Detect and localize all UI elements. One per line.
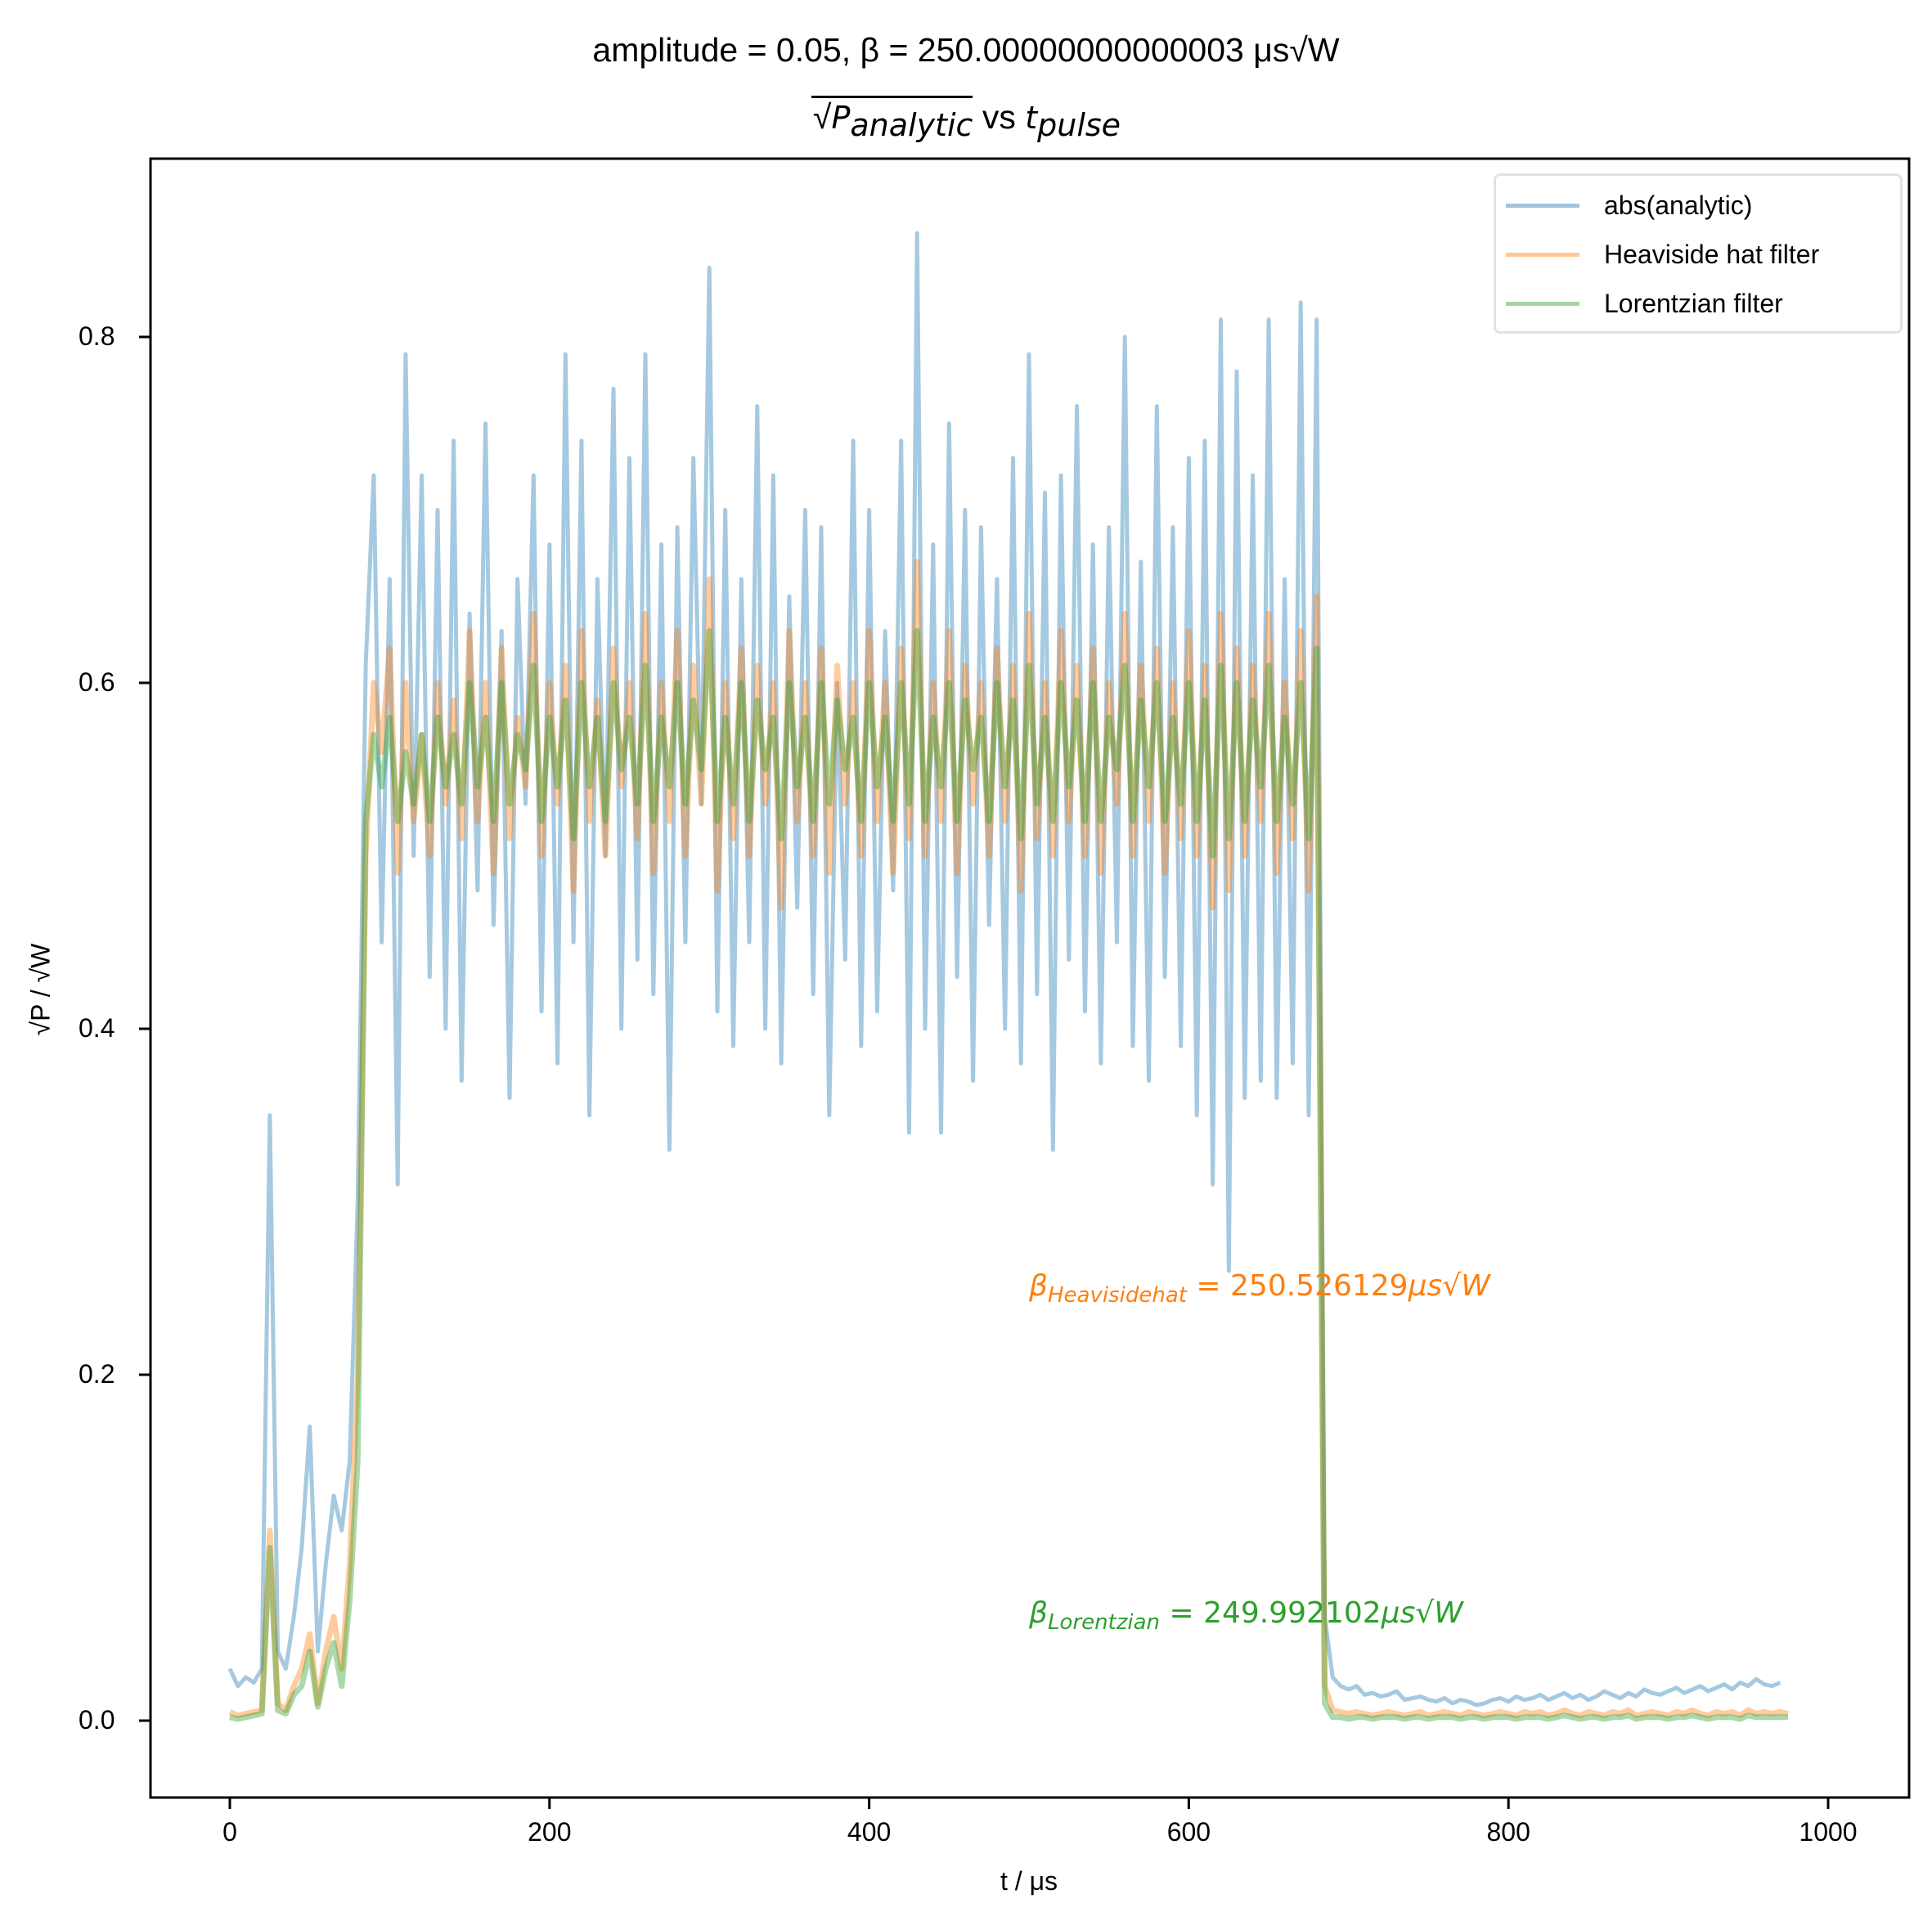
y-tick-label: 0.8 <box>79 321 115 351</box>
y-axis-label: √P / √W <box>25 943 56 1036</box>
sqrt-symbol: √Panalytic <box>811 96 973 143</box>
x-tick-label: 800 <box>1486 1817 1530 1847</box>
chart-title: amplitude = 0.05, β = 250.00000000000003… <box>592 31 1340 69</box>
legend-item-heaviside: Heaviside hat filter <box>1506 231 1819 277</box>
plot-lines <box>227 231 1789 1722</box>
legend-swatch-orange <box>1506 252 1579 257</box>
y-tick-label: 0.0 <box>79 1705 115 1735</box>
chart-subtitle: √Panalytic vs tpulse <box>0 96 1932 143</box>
x-tick-label: 400 <box>847 1817 892 1847</box>
x-axis-label: t / μs <box>1000 1866 1058 1896</box>
annotation-heaviside: βHeavisidehat = 250.526129μs√W <box>1029 1269 1490 1308</box>
series-line-0 <box>227 231 1781 1708</box>
y-tick-label: 0.2 <box>79 1359 115 1389</box>
series-line-2 <box>229 628 1789 1722</box>
x-tick-label: 0 <box>222 1817 237 1847</box>
y-tick-label: 0.4 <box>79 1013 115 1043</box>
x-tick-label: 1000 <box>1799 1817 1858 1847</box>
legend-item-abs-analytic: abs(analytic) <box>1506 182 1752 228</box>
y-tick-label: 0.6 <box>79 667 115 697</box>
axes-frame <box>149 157 1911 1799</box>
annotation-lorentzian: βLorentzian = 249.992102μs√W <box>1029 1596 1463 1636</box>
legend: abs(analytic) Heaviside hat filter Loren… <box>1494 173 1903 334</box>
legend-swatch-blue <box>1506 203 1579 208</box>
axis-ticks <box>139 335 1830 1809</box>
legend-item-lorentzian: Lorentzian filter <box>1506 281 1783 326</box>
x-tick-label: 200 <box>528 1817 572 1847</box>
series-line-1 <box>228 559 1789 1719</box>
legend-swatch-green <box>1506 301 1579 306</box>
x-tick-label: 600 <box>1166 1817 1211 1847</box>
